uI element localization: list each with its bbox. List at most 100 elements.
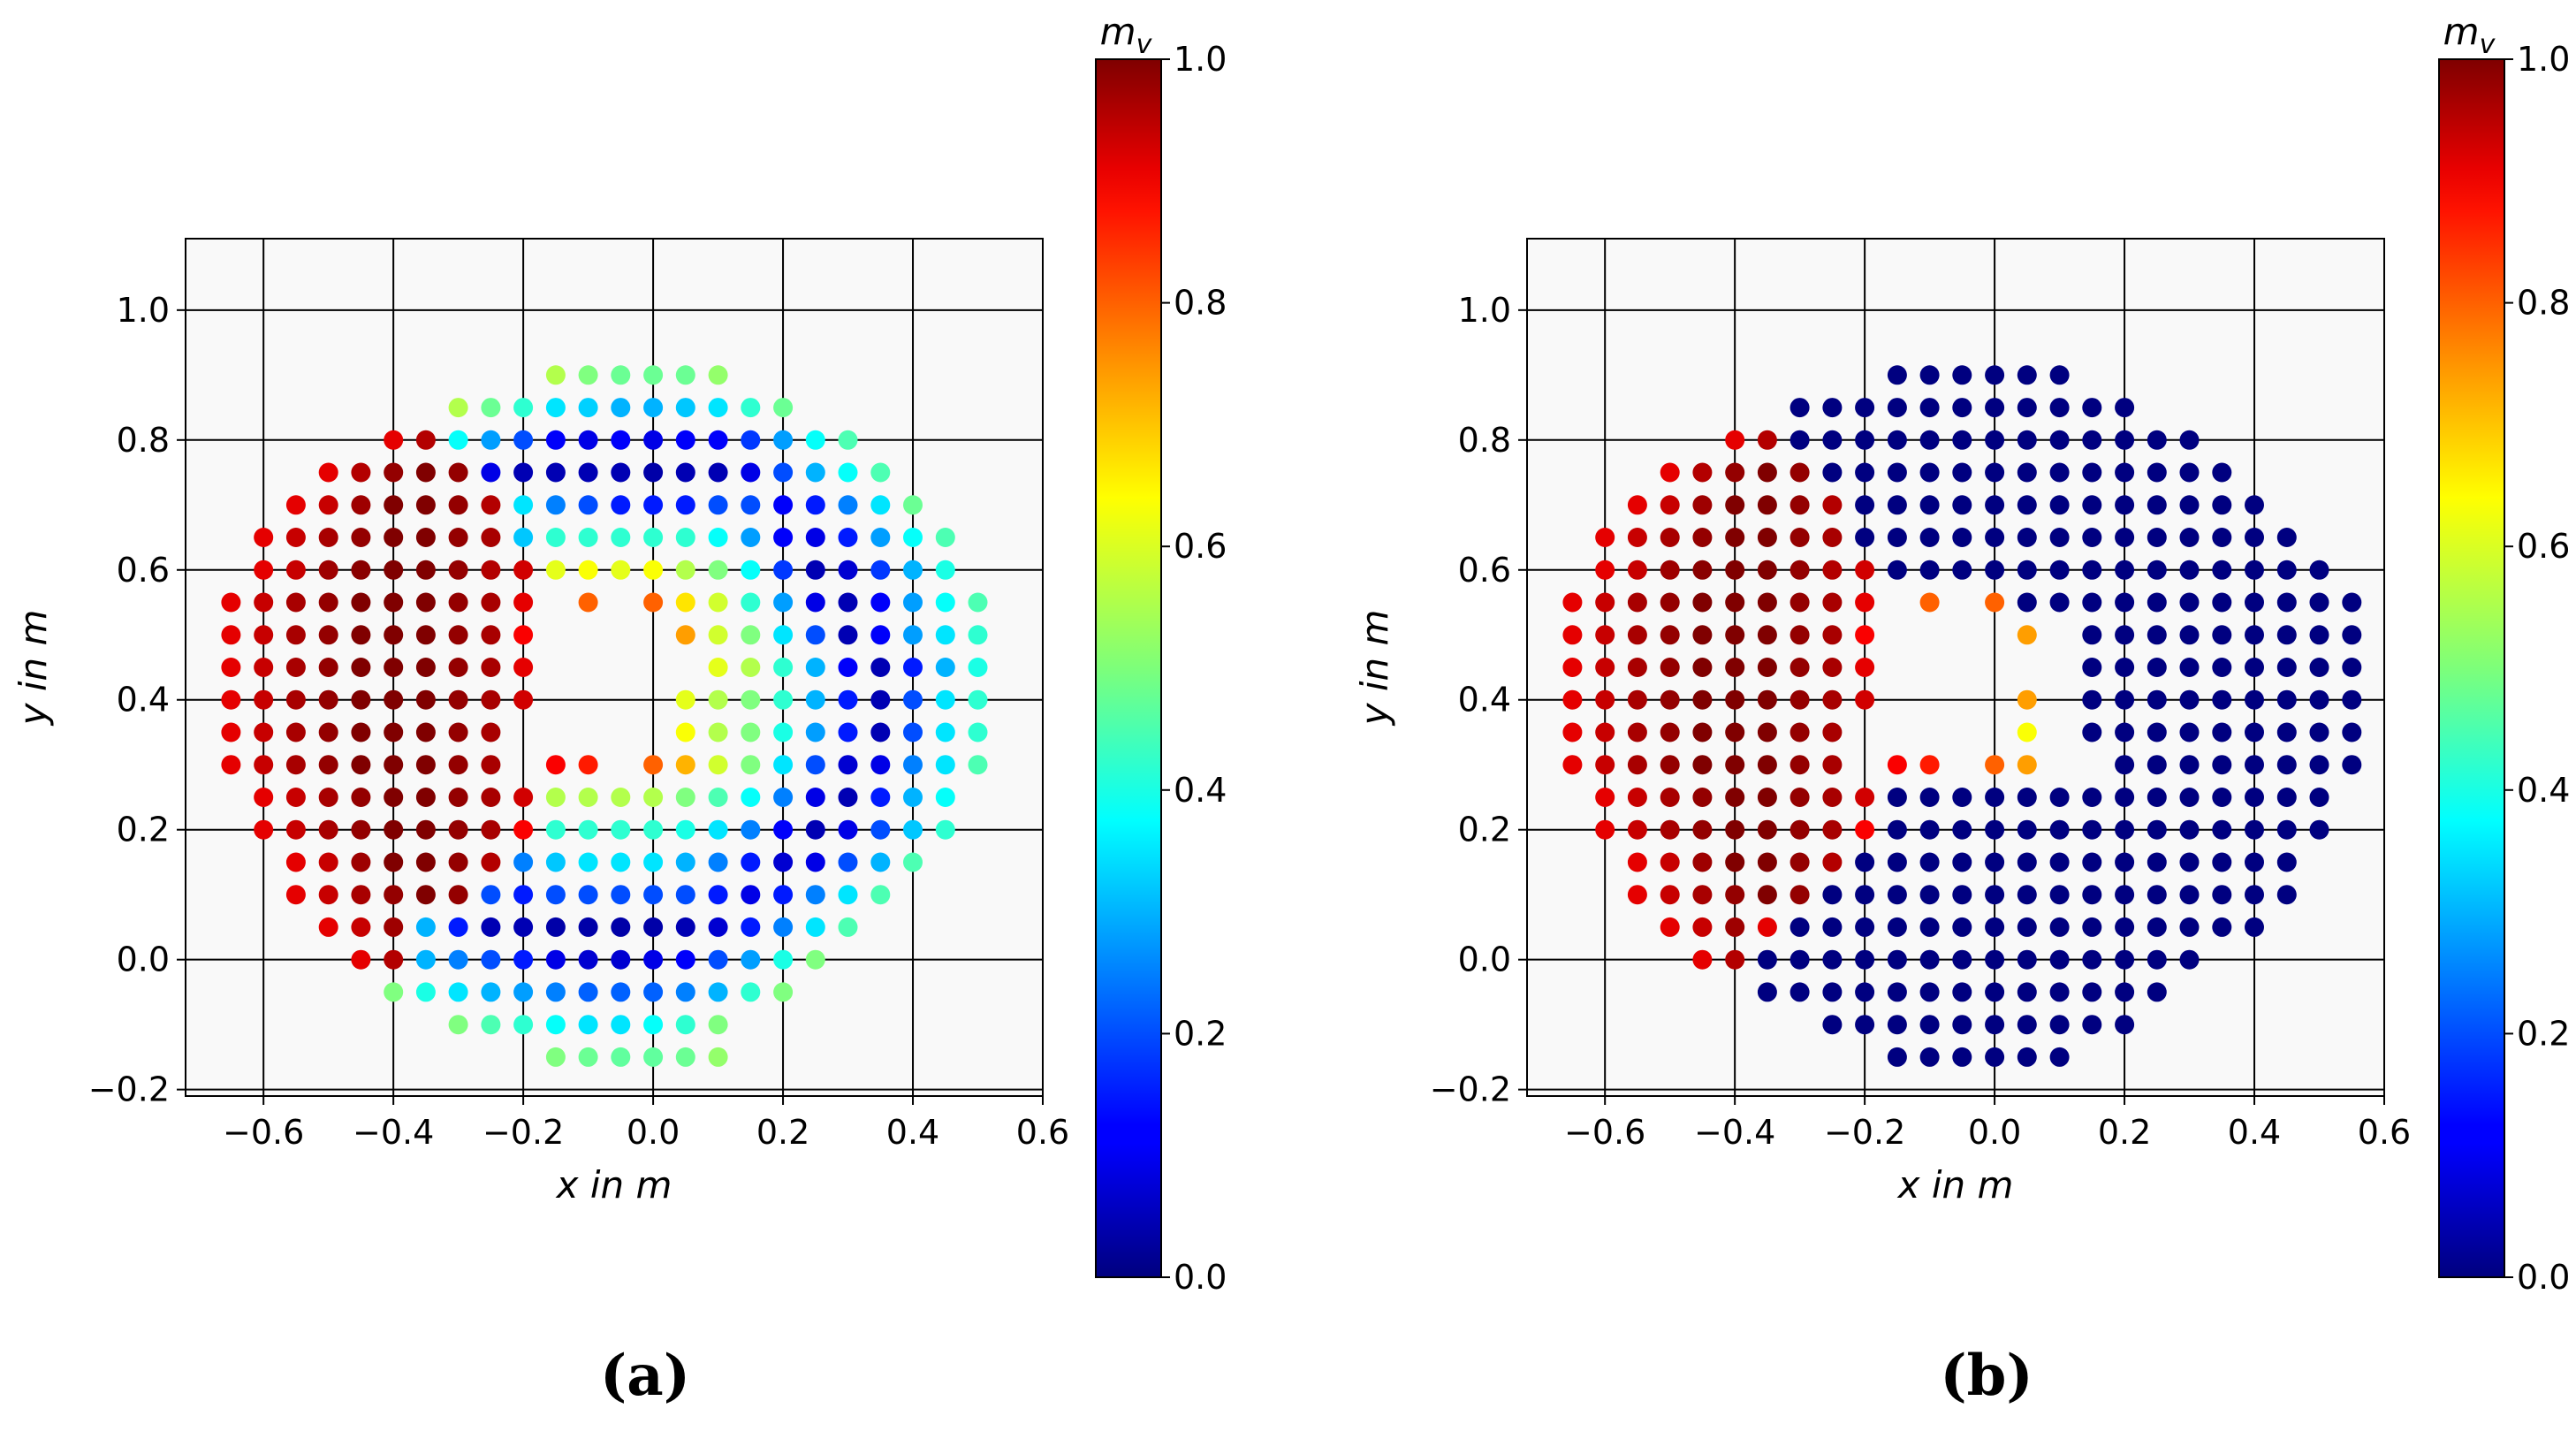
panel-a-data-point (513, 560, 534, 580)
panel-b-data-point (1692, 462, 1713, 483)
panel-a-data-point (935, 560, 955, 580)
panel-a-data-point (513, 658, 534, 677)
panel-a-data-point (741, 819, 761, 840)
panel-b-data-point (2049, 592, 2070, 613)
panel-a-data-point (384, 982, 404, 1002)
panel-a-data-point (903, 788, 923, 807)
panel-a-data-point (643, 917, 664, 937)
panel-a-data-point (384, 462, 404, 483)
panel-a-data-point (805, 560, 825, 580)
panel-b-data-point (1660, 885, 1680, 905)
panel-a-data-point (254, 788, 274, 807)
panel-a-data-point (838, 917, 858, 937)
panel-b-data-point (2179, 528, 2200, 547)
panel-a-ticks: −0.6 −0.4 −0.2 0.0 0.2 0.4 0.6 −0.2 0.0 0.2 0.4 0.6… (88, 291, 1070, 1152)
panel-a-data-point (448, 949, 468, 970)
panel-a-data-point (741, 658, 761, 677)
panel-a-data-point (643, 560, 664, 580)
panel-a-data-point (318, 722, 338, 742)
panel-b-data-point (1790, 592, 1810, 613)
panel-b-data-point (1952, 1047, 1972, 1067)
panel-b-data-point (2115, 592, 2135, 613)
panel-a-data-point (675, 528, 695, 547)
panel-a-data-point (870, 819, 891, 840)
panel-b-data-point (1757, 689, 1777, 710)
panel-a-data-point (318, 592, 338, 613)
panel-b-data-point (2115, 528, 2135, 547)
panel-a-data-point (285, 852, 306, 872)
panel-b-data-point (2049, 495, 2070, 515)
panel-a-data-point (708, 398, 728, 418)
panel-b-data-point (2115, 722, 2135, 742)
panel-a-data-point (611, 462, 631, 483)
panel-a-data-point (285, 885, 306, 905)
panel-a-data-point (415, 658, 436, 677)
panel-b-data-point (1887, 1015, 1907, 1035)
panel-a-data-point (611, 885, 631, 905)
panel-a-data-point (870, 528, 891, 547)
panel-b-data-point (2179, 949, 2200, 970)
panel-a-data-point (384, 885, 404, 905)
panel-a-data-point (448, 885, 468, 905)
panel-b-data-point (1822, 398, 1843, 418)
panel-b-data-point (1985, 398, 2005, 418)
panel-a-data-point (448, 852, 468, 872)
panel-a-data-point (741, 949, 761, 970)
panel-a-data-point (708, 949, 728, 970)
panel-b-colorbar (2438, 58, 2505, 1278)
panel-b-data-point (1790, 430, 1810, 450)
panel-b-data-point (2115, 495, 2135, 515)
panel-b-data-point (1855, 560, 1875, 580)
panel-b-data-point (1757, 592, 1777, 613)
panel-a-data-point (318, 658, 338, 677)
panel-a-data-point (968, 592, 988, 613)
panel-b-data-point (2082, 625, 2102, 645)
panel-b-x-axis-label: x in m (1896, 1163, 2014, 1207)
panel-a-x-tick-label: 0.6 (1016, 1113, 1069, 1152)
panel-b-data-point (1822, 1015, 1843, 1035)
panel-a-data-point (545, 495, 566, 515)
panel-b-data-point (2212, 852, 2232, 872)
panel-a-data-point (221, 689, 241, 710)
panel-b-data-point (2115, 398, 2135, 418)
panel-b-data-point (1692, 689, 1713, 710)
panel-a-data-point (903, 819, 923, 840)
panel-a-data-point (773, 819, 794, 840)
panel-a-data-point (513, 982, 534, 1002)
panel-a-data-point (773, 852, 794, 872)
panel-b-data-point (2245, 528, 2264, 547)
panel-a-data-point (448, 462, 468, 483)
panel-a-data-point (968, 658, 988, 677)
panel-b-data-point (2147, 852, 2167, 872)
panel-b-data-point (2212, 917, 2232, 937)
panel-a-data-point (254, 560, 274, 580)
panel-a-data-point (675, 1015, 695, 1035)
panel-a-data-point (481, 819, 501, 840)
panel-b-data-point (1660, 819, 1680, 840)
panel-b-data-point (1627, 495, 1647, 515)
panel-a-data-point (805, 885, 825, 905)
panel-a-data-point (545, 430, 566, 450)
panel-a-data-point (773, 528, 794, 547)
panel-b-points (1562, 365, 2362, 1067)
panel-a-data-point (415, 722, 436, 742)
panel-a-data-point (675, 1047, 695, 1067)
panel-a-data-point (481, 689, 501, 710)
panel-a-data-point (870, 592, 891, 613)
panel-a-data-point (578, 560, 598, 580)
panel-b-data-point (1952, 495, 1972, 515)
panel-a-data-point (968, 625, 988, 645)
panel-a-data-point (611, 398, 631, 418)
panel-a-data-point (513, 528, 534, 547)
panel-b-data-point (2245, 625, 2264, 645)
panel-a-data-point (384, 852, 404, 872)
panel-a-data-point (285, 560, 306, 580)
panel-a-data-point (708, 788, 728, 807)
panel-b-data-point (2115, 885, 2135, 905)
panel-b-data-point (1595, 788, 1615, 807)
panel-b-data-point (1855, 1015, 1875, 1035)
panel-a-data-point (545, 982, 566, 1002)
panel-b-data-point (2309, 755, 2329, 775)
panel-a-data-point (481, 398, 501, 418)
panel-b-data-point (1725, 917, 1745, 937)
